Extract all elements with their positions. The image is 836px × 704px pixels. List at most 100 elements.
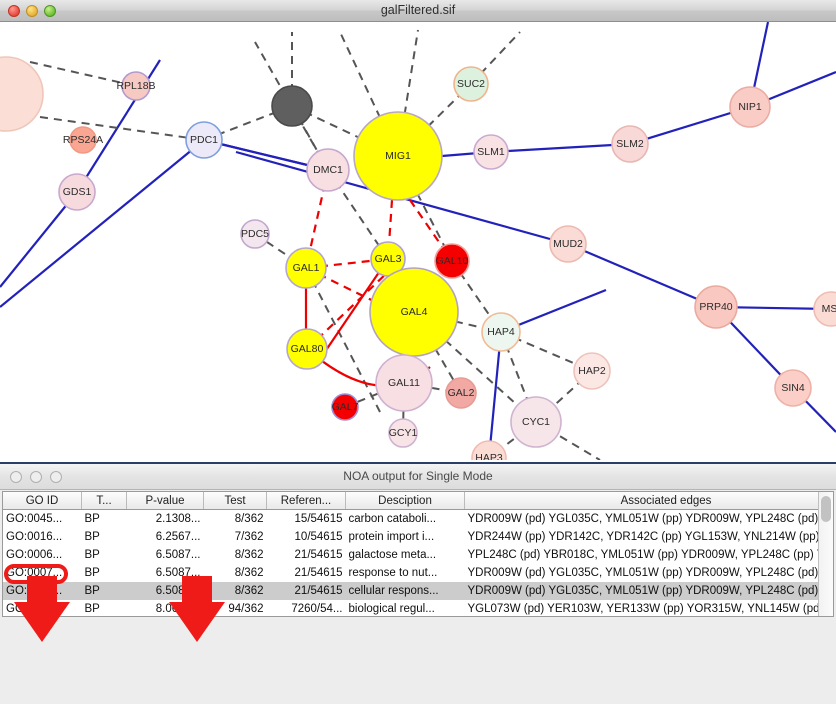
noa-minimize-button[interactable] bbox=[30, 471, 42, 483]
node-circle[interactable] bbox=[445, 377, 477, 409]
window-title: galFiltered.sif bbox=[380, 3, 456, 17]
table-row[interactable]: GO:0045... BP 2.1308... 8/362 15/54615 carbon… bbox=[3, 510, 818, 529]
node-circle[interactable] bbox=[121, 71, 151, 101]
results-table[interactable]: GO ID T... P-value Test Referen... Desci… bbox=[3, 492, 818, 616]
network-node-rps24a[interactable]: RPS24A bbox=[63, 126, 103, 154]
node-circle[interactable] bbox=[694, 285, 738, 329]
network-node-prp40[interactable]: PRP40 bbox=[694, 285, 738, 329]
network-node-gray[interactable] bbox=[271, 85, 313, 127]
node-circle[interactable] bbox=[285, 247, 327, 289]
table-vertical-scrollbar[interactable] bbox=[818, 492, 833, 616]
results-table-viewport[interactable]: GO ID T... P-value Test Referen... Desci… bbox=[3, 492, 818, 616]
cell-description: biological regul... bbox=[348, 603, 435, 615]
network-node-nip1[interactable]: NIP1 bbox=[729, 86, 771, 128]
network-nodes[interactable]: RPL18BRPS24AGDS1PDC1PDC5SUC2MIG1DMC1SLM1… bbox=[0, 56, 836, 460]
cell-description: response to nut... bbox=[348, 567, 438, 579]
cell-reference: 21/54615 bbox=[266, 582, 346, 600]
zoom-button[interactable] bbox=[44, 5, 56, 17]
node-circle[interactable] bbox=[388, 418, 418, 448]
network-node-gcy1[interactable]: GCY1 bbox=[388, 418, 418, 448]
node-circle[interactable] bbox=[69, 126, 97, 154]
network-node-dmc1[interactable]: DMC1 bbox=[306, 148, 350, 192]
network-node-gal1[interactable]: GAL1 bbox=[285, 247, 327, 289]
network-node-slm1[interactable]: SLM1 bbox=[473, 134, 509, 170]
table-row[interactable]: GO:0006... BP 6.5087... 8/362 21/54615 galact… bbox=[3, 546, 818, 564]
cell-associated-edges: YDR244W (pp) YDR142C, YDR142C (pp) YGL15… bbox=[467, 531, 819, 543]
noa-window-controls[interactable] bbox=[10, 471, 62, 483]
network-node-gal11[interactable]: GAL11 bbox=[375, 354, 433, 412]
node-circle[interactable] bbox=[306, 148, 350, 192]
network-node-gal7[interactable]: GAL7 bbox=[331, 393, 359, 421]
table-row[interactable]: GO:0016... BP 6.2567... 7/362 10/54615 protei… bbox=[3, 528, 818, 546]
node-circle[interactable] bbox=[271, 85, 313, 127]
column-header-reference[interactable]: Referen... bbox=[266, 492, 346, 510]
node-circle[interactable] bbox=[611, 125, 649, 163]
window-controls[interactable] bbox=[8, 5, 56, 17]
network-node-slm2[interactable]: SLM2 bbox=[611, 125, 649, 163]
network-node-mud2[interactable]: MUD2 bbox=[549, 225, 587, 263]
column-header-test[interactable]: Test bbox=[203, 492, 267, 510]
node-circle[interactable] bbox=[549, 225, 587, 263]
network-node-mig1[interactable]: MIG1 bbox=[353, 111, 443, 201]
node-circle[interactable] bbox=[510, 396, 562, 448]
node-circle[interactable] bbox=[813, 291, 836, 327]
network-node-pdc1[interactable]: PDC1 bbox=[185, 121, 223, 159]
minimize-button[interactable] bbox=[26, 5, 38, 17]
node-circle[interactable] bbox=[573, 352, 611, 390]
results-table-body[interactable]: GO:0045... BP 2.1308... 8/362 15/54615 carbon… bbox=[3, 510, 818, 617]
table-row[interactable]: GO:0065... BP 8.0614... 94/362 7260/54... bio… bbox=[3, 600, 818, 616]
node-circle[interactable] bbox=[729, 86, 771, 128]
network-node-hap2[interactable]: HAP2 bbox=[573, 352, 611, 390]
noa-close-button[interactable] bbox=[10, 471, 22, 483]
column-header-type[interactable]: T... bbox=[81, 492, 127, 510]
network-node-msl[interactable]: MSI bbox=[813, 291, 836, 327]
node-circle[interactable] bbox=[240, 219, 270, 249]
node-circle[interactable] bbox=[453, 66, 489, 102]
close-button[interactable] bbox=[8, 5, 20, 17]
node-circle[interactable] bbox=[375, 354, 433, 412]
column-header-associated-edges[interactable]: Associated edges bbox=[464, 492, 818, 510]
node-circle[interactable] bbox=[331, 393, 359, 421]
cell-go-id: GO:0065... bbox=[6, 603, 63, 615]
node-circle[interactable] bbox=[58, 173, 96, 211]
network-node-gal2[interactable]: GAL2 bbox=[445, 377, 477, 409]
network-node-cyc1[interactable]: CYC1 bbox=[510, 396, 562, 448]
node-circle[interactable] bbox=[471, 440, 507, 460]
network-node-hap3[interactable]: HAP3 bbox=[471, 440, 507, 460]
edge-pd bbox=[254, 233, 307, 269]
network-node-gds1[interactable]: GDS1 bbox=[58, 173, 96, 211]
scrollbar-thumb[interactable] bbox=[821, 496, 831, 522]
node-circle[interactable] bbox=[434, 243, 470, 279]
noa-zoom-button[interactable] bbox=[50, 471, 62, 483]
table-row[interactable]: GO:0031... BP 6.5087... 8/362 21/54615 cellul… bbox=[3, 582, 818, 600]
table-row[interactable]: GO:0007... BP 6.5087... 8/362 21/54615 respon… bbox=[3, 564, 818, 582]
column-header-description[interactable]: Desciption bbox=[345, 492, 465, 510]
window-titlebar: galFiltered.sif bbox=[0, 0, 836, 22]
node-circle[interactable] bbox=[369, 267, 459, 357]
node-circle[interactable] bbox=[286, 328, 328, 370]
cell-type: BP bbox=[84, 549, 100, 561]
column-header-go-id[interactable]: GO ID bbox=[3, 492, 82, 510]
node-circle[interactable] bbox=[473, 134, 509, 170]
network-node-bigleft[interactable] bbox=[0, 56, 44, 132]
node-circle[interactable] bbox=[774, 369, 812, 407]
cell-reference: 21/54615 bbox=[294, 567, 343, 579]
network-node-sin4[interactable]: SIN4 bbox=[774, 369, 812, 407]
node-circle[interactable] bbox=[353, 111, 443, 201]
cell-p-value: 6.5087... bbox=[126, 582, 204, 600]
cell-test: 94/362 bbox=[228, 603, 264, 615]
network-node-gal80[interactable]: GAL80 bbox=[286, 328, 328, 370]
network-node-suc2[interactable]: SUC2 bbox=[453, 66, 489, 102]
network-graph[interactable]: RPL18BRPS24AGDS1PDC1PDC5SUC2MIG1DMC1SLM1… bbox=[0, 22, 836, 460]
node-circle[interactable] bbox=[481, 312, 521, 352]
network-node-gal10[interactable]: GAL10 bbox=[434, 243, 470, 279]
edge-pp bbox=[0, 191, 78, 288]
network-node-pdc5[interactable]: PDC5 bbox=[240, 219, 270, 249]
network-node-gal4[interactable]: GAL4 bbox=[369, 267, 459, 357]
column-header-p-value[interactable]: P-value bbox=[126, 492, 204, 510]
network-canvas[interactable]: RPL18B RPS24A GDS1 PDC1 PDC5 SUC2 MIG1 DMC1 SLM1… bbox=[0, 22, 836, 460]
node-circle[interactable] bbox=[185, 121, 223, 159]
results-table-container[interactable]: GO ID T... P-value Test Referen... Desci… bbox=[2, 491, 834, 617]
network-node-hap4[interactable]: HAP4 bbox=[481, 312, 521, 352]
node-circle[interactable] bbox=[0, 56, 44, 132]
